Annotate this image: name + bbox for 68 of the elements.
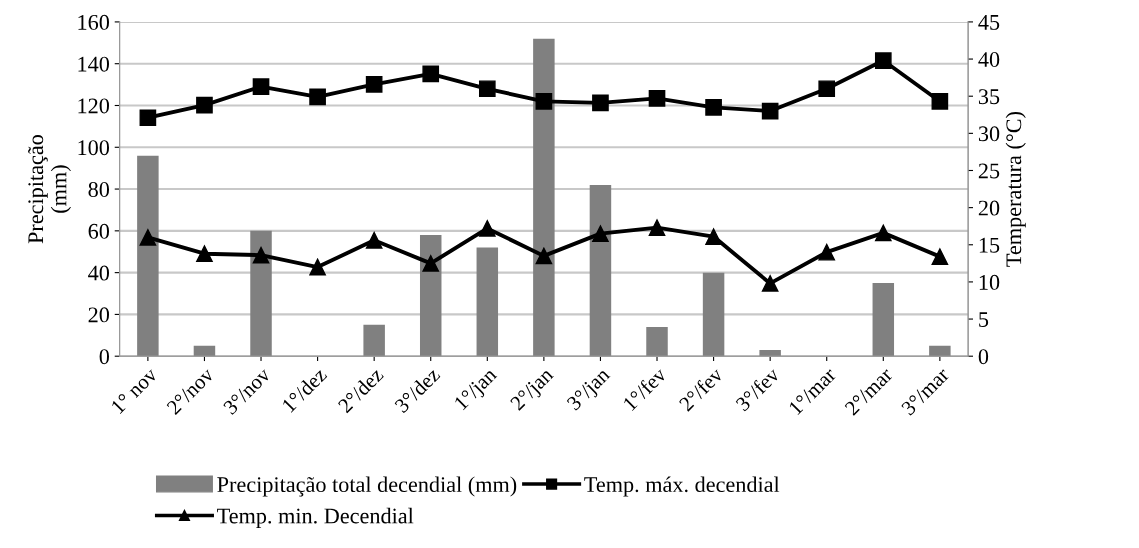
bar xyxy=(702,272,725,357)
point xyxy=(139,109,157,127)
y2-tick-label: 40 xyxy=(978,51,1000,67)
point xyxy=(874,224,892,242)
y2-tick-label: 20 xyxy=(978,200,1000,216)
point xyxy=(705,228,722,245)
bar xyxy=(419,235,442,357)
bar xyxy=(929,345,951,357)
legend-label: Temp. min. Decendial xyxy=(217,507,414,528)
point xyxy=(139,229,157,246)
point xyxy=(761,275,779,292)
point xyxy=(705,99,722,116)
bar xyxy=(250,230,272,357)
bar xyxy=(759,349,781,357)
point xyxy=(535,93,553,110)
point xyxy=(309,258,326,276)
point xyxy=(648,219,666,237)
bar xyxy=(137,155,159,357)
point xyxy=(648,90,666,107)
point xyxy=(252,78,270,95)
point xyxy=(365,75,383,93)
y2-tick-label: 15 xyxy=(979,237,1000,253)
point xyxy=(309,88,326,106)
point xyxy=(931,93,949,110)
y2-tick-label: 25 xyxy=(978,163,1000,179)
point xyxy=(478,220,496,237)
y2-tick-label: 0 xyxy=(978,349,989,365)
point xyxy=(478,80,496,98)
y2-tick-label: 45 xyxy=(978,15,1000,30)
point xyxy=(422,255,440,272)
y-tick-label: 160 xyxy=(78,14,110,30)
y2-tick-label: 5 xyxy=(979,312,989,327)
point xyxy=(252,246,270,264)
y2-axis-title: Temperatura (°C) xyxy=(1005,112,1026,267)
point xyxy=(592,225,609,242)
y-tick-label: 60 xyxy=(88,223,110,239)
point xyxy=(365,231,383,249)
point xyxy=(931,248,949,265)
point xyxy=(196,96,213,114)
y-axis-title: Precipitação (mm) xyxy=(28,135,71,244)
y-tick-label: 140 xyxy=(78,56,110,72)
x-tick-label: 1° nov xyxy=(110,366,159,415)
y-tick-label: 40 xyxy=(88,265,110,281)
legend-label: Precipitação total decendial (mm) xyxy=(217,476,517,497)
point xyxy=(761,102,779,120)
legend-label: Temp. máx. decendial xyxy=(584,476,780,497)
y-tick-label: 80 xyxy=(88,181,110,197)
point xyxy=(196,245,213,263)
y2-tick-label: 30 xyxy=(978,126,1000,142)
bar xyxy=(589,184,612,357)
point xyxy=(422,65,440,83)
y-tick-label: 20 xyxy=(88,307,110,323)
point xyxy=(535,247,553,265)
point xyxy=(592,94,609,112)
y-tick-label: 120 xyxy=(78,98,110,114)
bar xyxy=(476,247,499,357)
y2-tick-label: 35 xyxy=(978,89,1000,105)
bar xyxy=(363,324,385,357)
point xyxy=(874,52,892,69)
bar xyxy=(872,283,895,357)
y2-tick-label: 10 xyxy=(979,274,1000,290)
point xyxy=(818,80,836,98)
bar xyxy=(646,326,668,357)
y-tick-label: 100 xyxy=(78,140,110,156)
y-tick-label: 0 xyxy=(99,349,110,365)
bar xyxy=(533,38,555,357)
point xyxy=(818,243,836,261)
bar xyxy=(193,345,216,357)
